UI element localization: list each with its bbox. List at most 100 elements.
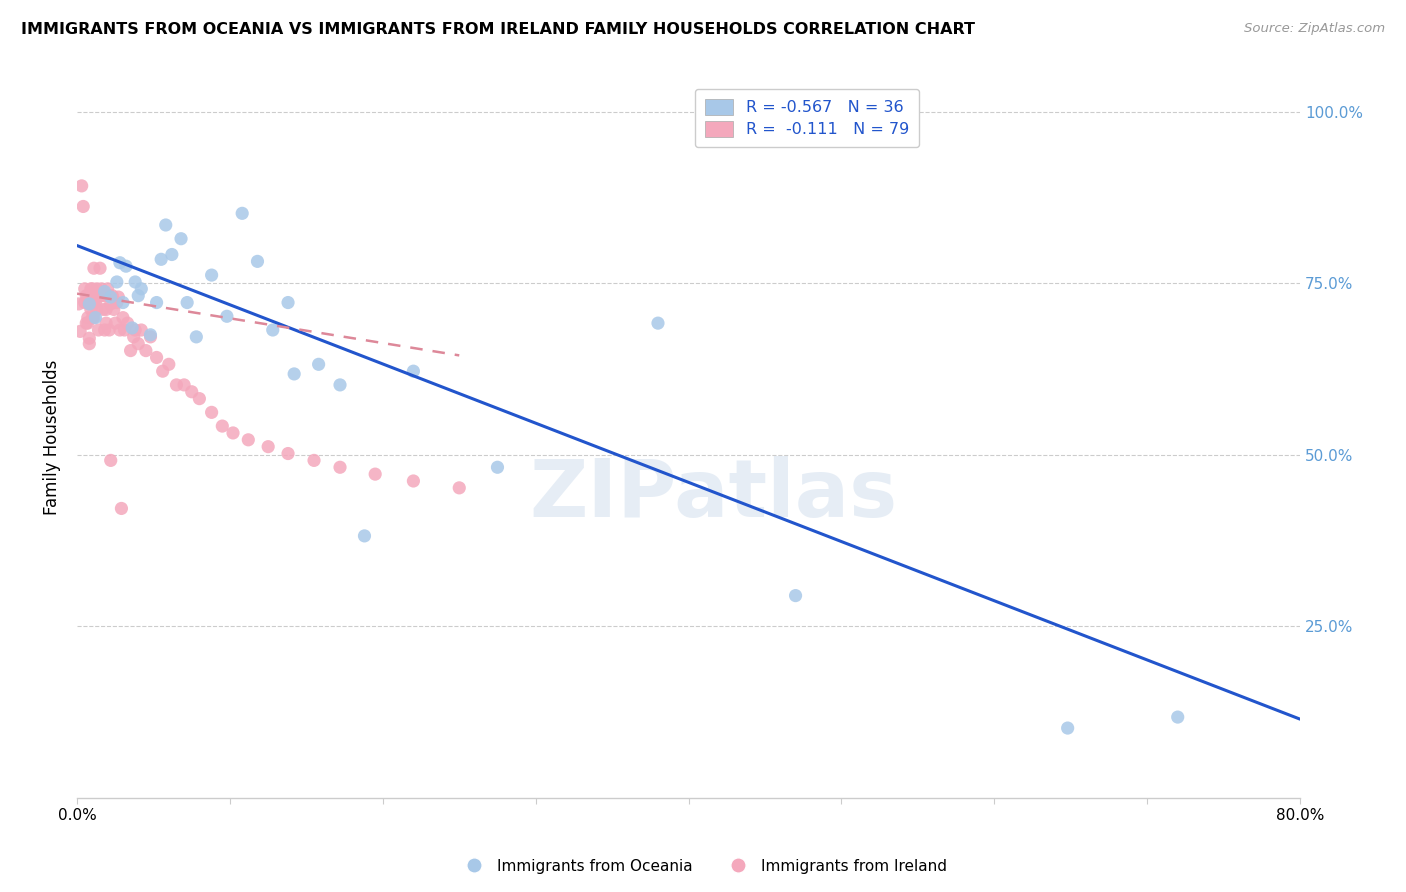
Point: [222, 425, 245, 440]
Point: [104, 316, 127, 330]
Point: [139, 327, 162, 342]
Point: [76, 310, 98, 325]
Point: [79, 297, 101, 311]
Point: [127, 336, 149, 351]
Point: [180, 384, 202, 399]
Point: [100, 453, 122, 467]
Point: [83, 295, 105, 310]
Point: [785, 589, 807, 603]
Point: [277, 295, 299, 310]
Point: [94, 316, 117, 330]
Point: [89, 288, 111, 302]
Point: [108, 256, 131, 270]
Point: [86, 302, 108, 317]
Y-axis label: Family Households: Family Households: [44, 360, 60, 516]
Text: Source: ZipAtlas.com: Source: ZipAtlas.com: [1244, 22, 1385, 36]
Point: [353, 529, 375, 543]
Point: [120, 343, 142, 358]
Point: [76, 316, 98, 330]
Point: [238, 433, 260, 447]
Point: [79, 331, 101, 345]
Point: [108, 323, 131, 337]
Point: [124, 275, 146, 289]
Point: [152, 364, 174, 378]
Point: [157, 357, 180, 371]
Point: [72, 199, 94, 213]
Point: [176, 295, 198, 310]
Point: [80, 302, 103, 317]
Point: [1056, 721, 1078, 735]
Point: [129, 323, 152, 337]
Point: [83, 310, 105, 325]
Point: [97, 288, 120, 302]
Point: [75, 316, 97, 330]
Point: [145, 351, 167, 365]
Point: [105, 295, 128, 310]
Point: [82, 288, 104, 302]
Point: [100, 290, 122, 304]
Point: [139, 330, 162, 344]
Point: [100, 297, 122, 311]
Point: [150, 252, 173, 267]
Point: [145, 295, 167, 310]
Point: [87, 288, 110, 302]
Point: [93, 323, 115, 337]
Point: [402, 364, 425, 378]
Text: IMMIGRANTS FROM OCEANIA VS IMMIGRANTS FROM IRELAND FAMILY HOUSEHOLDS CORRELATION: IMMIGRANTS FROM OCEANIA VS IMMIGRANTS FR…: [21, 22, 976, 37]
Point: [121, 321, 143, 335]
Point: [117, 316, 139, 330]
Point: [73, 282, 96, 296]
Point: [215, 310, 238, 324]
Point: [79, 336, 101, 351]
Point: [283, 367, 305, 381]
Point: [329, 378, 352, 392]
Point: [1167, 710, 1189, 724]
Point: [90, 288, 112, 302]
Point: [246, 254, 269, 268]
Point: [90, 282, 112, 296]
Text: ZIPatlas: ZIPatlas: [529, 457, 897, 534]
Point: [82, 310, 104, 325]
Point: [364, 467, 387, 482]
Point: [129, 282, 152, 296]
Point: [127, 288, 149, 302]
Point: [173, 378, 195, 392]
Point: [188, 392, 211, 406]
Point: [277, 446, 299, 460]
Point: [101, 288, 124, 302]
Point: [308, 357, 330, 371]
Point: [110, 501, 132, 516]
Point: [84, 310, 107, 325]
Point: [155, 218, 177, 232]
Point: [73, 295, 96, 310]
Point: [93, 288, 115, 302]
Point: [647, 316, 669, 330]
Point: [201, 268, 224, 282]
Point: [79, 297, 101, 311]
Point: [86, 282, 108, 296]
Point: [302, 453, 325, 467]
Point: [82, 282, 104, 296]
Point: [84, 295, 107, 310]
Point: [166, 378, 188, 392]
Point: [160, 247, 183, 261]
Point: [122, 330, 145, 344]
Point: [231, 206, 253, 220]
Point: [329, 460, 352, 475]
Point: [98, 288, 121, 302]
Point: [111, 310, 134, 325]
Point: [124, 323, 146, 337]
Point: [449, 481, 471, 495]
Point: [75, 288, 97, 302]
Point: [135, 343, 157, 358]
Point: [114, 323, 136, 337]
Point: [262, 323, 284, 337]
Point: [211, 419, 233, 434]
Point: [83, 261, 105, 276]
Point: [170, 232, 193, 246]
Point: [76, 288, 98, 302]
Point: [84, 288, 107, 302]
Point: [111, 295, 134, 310]
Point: [89, 288, 111, 302]
Point: [201, 405, 224, 419]
